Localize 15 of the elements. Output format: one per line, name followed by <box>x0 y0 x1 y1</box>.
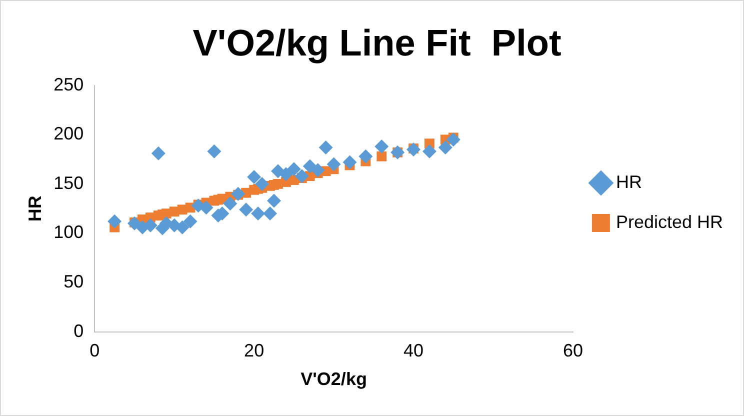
legend-label: Predicted HR <box>616 212 724 232</box>
chart-title: V'O2/kg Line Fit Plot <box>192 22 562 64</box>
x-axis-title: V'O2/kg <box>300 369 367 390</box>
y-axis-title: HR <box>24 196 45 222</box>
y-tick-label: 0 <box>74 320 84 341</box>
y-tick-label: 50 <box>64 271 84 292</box>
x-tick-label: 20 <box>244 340 264 361</box>
legend-label: HR <box>616 172 642 192</box>
x-tick-label: 0 <box>90 340 100 361</box>
y-tick-label: 100 <box>54 222 84 242</box>
y-tick-label: 150 <box>54 172 84 193</box>
y-tick-label: 250 <box>54 74 84 94</box>
y-tick-label: 200 <box>54 124 84 144</box>
x-tick-label: 60 <box>562 340 583 361</box>
x-tick-label: 40 <box>404 340 424 361</box>
